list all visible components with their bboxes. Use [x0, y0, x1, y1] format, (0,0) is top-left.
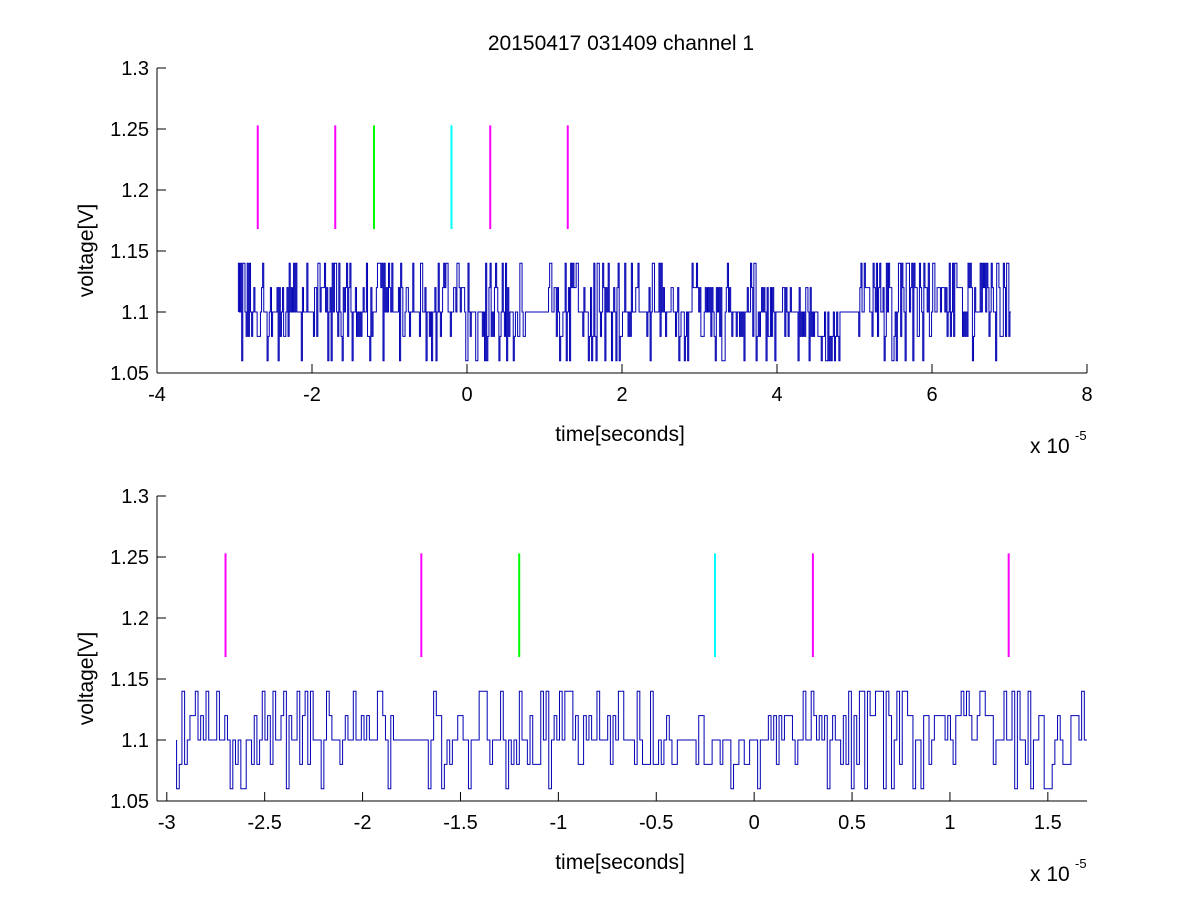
voltage-series-line	[176, 690, 1087, 790]
y-axis-label: voltage[V]	[75, 632, 98, 725]
x-exponent-power: -5	[1075, 428, 1087, 443]
x-tick-label: 8	[1081, 384, 1092, 406]
y-tick-label: 1.3	[121, 486, 149, 508]
x-exponent-label: x 10	[1030, 435, 1070, 458]
y-axis-label: voltage[V]	[75, 204, 98, 297]
x-tick-label: 4	[771, 384, 782, 406]
y-tick-label: 1.05	[110, 363, 149, 385]
x-tick-label: -2	[354, 812, 372, 834]
x-tick-label: 6	[926, 384, 937, 406]
x-tick-label: 0	[461, 384, 472, 406]
y-tick-label: 1.3	[121, 58, 149, 80]
x-tick-label: -3	[158, 812, 176, 834]
x-axis-label: time[seconds]	[555, 851, 685, 874]
x-tick-label: -1.5	[443, 812, 477, 834]
y-tick-label: 1.25	[110, 119, 149, 141]
x-axis-label: time[seconds]	[555, 423, 685, 446]
y-tick-label: 1.2	[121, 608, 149, 630]
x-tick-label: -4	[148, 384, 166, 406]
y-tick-label: 1.25	[110, 547, 149, 569]
y-tick-label: 1.1	[121, 730, 149, 752]
y-tick-label: 1.2	[121, 180, 149, 202]
x-tick-label: 1	[944, 812, 955, 834]
x-tick-label: 1.5	[1034, 812, 1062, 834]
y-tick-label: 1.1	[121, 302, 149, 324]
figure-title: 20150417 031409 channel 1	[488, 32, 754, 55]
bottom-plot: 1.05 1.1 1.15 1.2 1.25 1.3 -3 -2.5 -2 -1.5 -1 -0.5 0…	[75, 486, 1087, 886]
x-tick-label: 2	[616, 384, 627, 406]
y-tick-label: 1.15	[110, 669, 149, 691]
voltage-series-line	[237, 262, 1012, 362]
y-tick-label: 1.15	[110, 241, 149, 263]
x-tick-label: -2.5	[247, 812, 281, 834]
x-tick-label: -2	[303, 384, 321, 406]
x-tick-label: -1	[549, 812, 567, 834]
x-tick-label: 0.5	[838, 812, 866, 834]
x-exponent-power: -5	[1075, 856, 1087, 871]
x-tick-label: 0	[749, 812, 760, 834]
top-plot: 1.05 1.1 1.15 1.2 1.25 1.3 -4 -2 0 2 4 6 8 time[secon…	[75, 58, 1093, 458]
x-exponent-label: x 10	[1030, 863, 1070, 886]
y-tick-label: 1.05	[110, 791, 149, 813]
x-tick-label: -0.5	[639, 812, 673, 834]
